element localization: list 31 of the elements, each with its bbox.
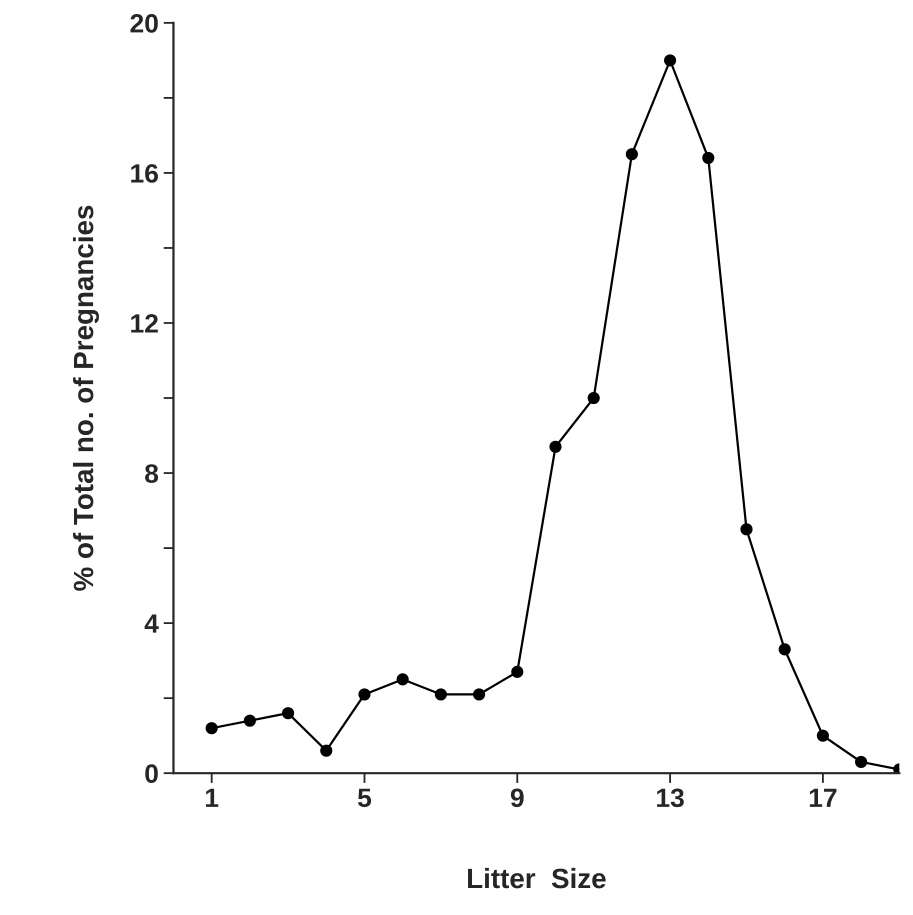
point bbox=[702, 152, 714, 164]
y-tick-label: 4 bbox=[144, 614, 159, 633]
point bbox=[855, 756, 868, 768]
point bbox=[816, 730, 829, 742]
point bbox=[396, 673, 409, 686]
y-tick-label: 20 bbox=[130, 14, 158, 33]
x-axis-title: Litter Size bbox=[468, 868, 606, 888]
x-tick-label: 17 bbox=[810, 788, 836, 807]
y-tick-label: 16 bbox=[131, 164, 158, 183]
point bbox=[282, 707, 294, 720]
point bbox=[664, 54, 676, 66]
point bbox=[511, 666, 524, 678]
point bbox=[740, 523, 753, 536]
point bbox=[588, 392, 600, 404]
point bbox=[778, 643, 791, 656]
point bbox=[473, 688, 486, 700]
point bbox=[358, 688, 371, 700]
x-tick-label: 9 bbox=[510, 788, 524, 808]
y-tick-label: 12 bbox=[131, 314, 158, 333]
x-tick-label: 5 bbox=[358, 788, 372, 808]
point bbox=[244, 714, 256, 727]
point bbox=[320, 744, 332, 757]
point bbox=[626, 148, 638, 160]
point bbox=[434, 688, 447, 700]
point bbox=[206, 722, 218, 734]
y-tick-label: 0 bbox=[145, 764, 158, 783]
y-axis-title: % of Total no. of Pregnancies bbox=[72, 206, 99, 591]
x-tick-label: 13 bbox=[657, 788, 684, 808]
y-tick-label: 8 bbox=[145, 464, 158, 483]
point bbox=[549, 440, 562, 453]
x-tick-label: 1 bbox=[206, 788, 218, 807]
